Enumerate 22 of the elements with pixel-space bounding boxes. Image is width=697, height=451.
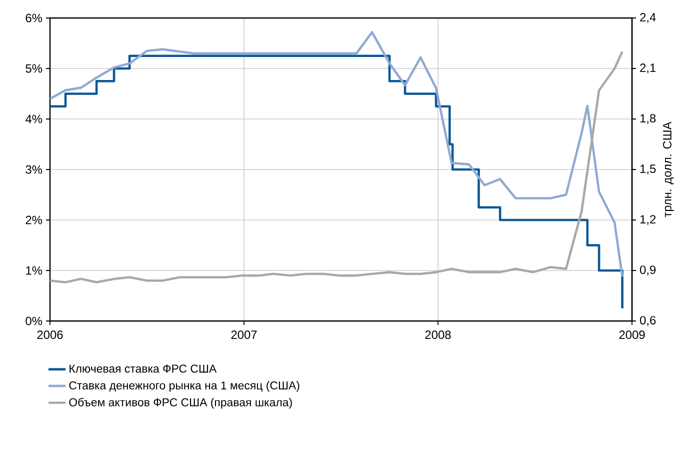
x-tick-label: 2008 xyxy=(425,330,451,339)
y2-tick-label: 0,9 xyxy=(640,266,656,276)
legend-label: Ключевая ставка ФРС США xyxy=(70,364,217,373)
y-tick-label: 3% xyxy=(26,165,42,174)
x-tick-label: 2009 xyxy=(619,330,645,339)
x-tick-label: 2007 xyxy=(231,330,257,339)
y2-tick-label: 2,4 xyxy=(640,13,656,23)
y2-axis-title: трлн. долл. США xyxy=(662,122,674,218)
y-tick-label: 2% xyxy=(26,216,42,224)
y-tick-label: 0% xyxy=(26,316,42,326)
y-tick-label: 1% xyxy=(26,266,42,275)
x-tick-label: 2006 xyxy=(37,330,63,339)
y2-tick-label: 2,1 xyxy=(640,64,656,74)
y2-tick-label: 1,5 xyxy=(640,164,656,174)
y2-tick-label: 0,6 xyxy=(640,316,656,326)
legend-label: Объем активов ФРС США (правая шкала) xyxy=(69,398,292,409)
y-tick-label: 5% xyxy=(26,64,42,73)
y-tick-label: 6% xyxy=(26,14,42,22)
legend-label: Ставка денежного рынка на 1 месяц (США) xyxy=(69,381,300,392)
y2-tick-label: 1,8 xyxy=(640,114,656,124)
y2-tick-label: 1,2 xyxy=(640,215,656,225)
y-tick-label: 4% xyxy=(25,114,42,124)
